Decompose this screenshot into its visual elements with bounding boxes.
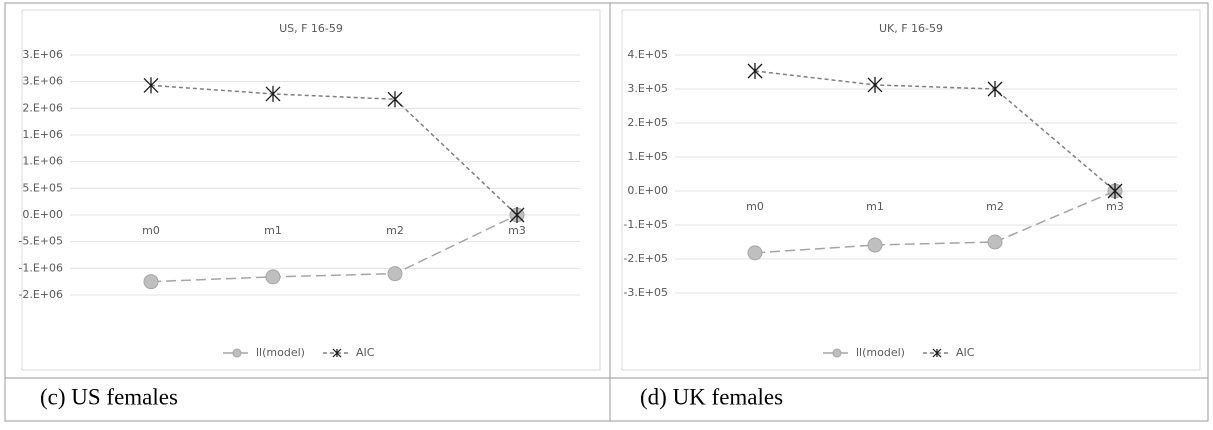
y-tick-label: -1.E+06 xyxy=(18,261,63,274)
legend-marker xyxy=(332,348,342,358)
data-point xyxy=(265,269,281,285)
chart-frame xyxy=(621,9,1201,371)
legend-label: ll(model) xyxy=(856,346,905,359)
x-tick-label: m1 xyxy=(866,200,884,213)
y-tick-label: 0.E+00 xyxy=(627,184,668,197)
legend-marker xyxy=(832,348,842,358)
y-tick-label: 0.E+00 xyxy=(22,208,63,221)
data-point xyxy=(143,274,159,290)
data-point xyxy=(143,77,159,94)
x-tick-label: m0 xyxy=(746,200,764,213)
y-tick-label: 2.E+05 xyxy=(627,116,668,129)
caption: (d) UK females xyxy=(640,384,783,409)
data-point xyxy=(265,85,281,102)
x-tick-label: m2 xyxy=(986,200,1004,213)
x-tick-label: m3 xyxy=(508,224,526,237)
data-point xyxy=(1107,183,1123,199)
y-tick-label: 3.E+06 xyxy=(22,48,63,61)
legend-label: AIC xyxy=(956,346,975,359)
y-tick-label: 1.E+05 xyxy=(627,150,668,163)
chart-title: UK, F 16-59 xyxy=(879,22,943,35)
y-tick-label: 3.E+05 xyxy=(627,82,668,95)
x-tick-label: m2 xyxy=(386,224,404,237)
chart-frame xyxy=(21,9,601,371)
y-tick-label: -3.E+05 xyxy=(623,286,668,299)
y-tick-label: 1.E+06 xyxy=(22,128,63,141)
series-line xyxy=(150,84,518,216)
legend-marker xyxy=(232,348,242,358)
chart-title: US, F 16-59 xyxy=(279,22,343,35)
data-point xyxy=(867,76,883,93)
legend-label: AIC xyxy=(356,346,375,359)
y-tick-label: 2.E+06 xyxy=(22,101,63,114)
data-point xyxy=(747,245,763,261)
data-point xyxy=(987,81,1003,97)
table-border xyxy=(4,2,1209,422)
legend-marker xyxy=(932,348,942,358)
y-tick-label: -5.E+05 xyxy=(18,235,63,248)
data-point xyxy=(867,237,883,253)
legend-label: ll(model) xyxy=(256,346,305,359)
y-tick-label: -2.E+05 xyxy=(623,252,668,265)
y-tick-label: -1.E+05 xyxy=(623,218,668,231)
data-point xyxy=(987,234,1003,250)
data-point xyxy=(387,266,403,282)
y-tick-label: 1.E+06 xyxy=(22,155,63,168)
series-line xyxy=(150,214,518,283)
x-tick-label: m1 xyxy=(264,224,282,237)
x-tick-label: m0 xyxy=(142,224,160,237)
series-line xyxy=(754,190,1116,254)
x-tick-label: m3 xyxy=(1106,200,1124,213)
data-point xyxy=(747,62,763,79)
data-point xyxy=(509,207,525,223)
y-tick-label: 4.E+05 xyxy=(627,48,668,61)
y-tick-label: 3.E+06 xyxy=(22,75,63,88)
data-point xyxy=(387,91,403,108)
y-tick-label: 5.E+05 xyxy=(22,181,63,194)
caption: (c) US females xyxy=(40,384,178,409)
y-tick-label: -2.E+06 xyxy=(18,288,63,301)
